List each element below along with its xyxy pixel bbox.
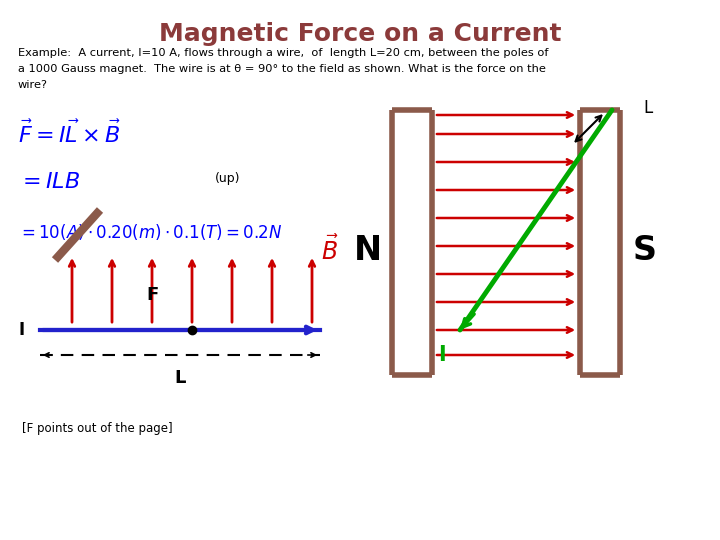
Text: wire?: wire? <box>18 80 48 90</box>
Text: L: L <box>174 369 186 387</box>
Text: $\vec{B}$: $\vec{B}$ <box>321 235 339 265</box>
Text: [F points out of the page]: [F points out of the page] <box>22 422 173 435</box>
Text: I: I <box>19 321 25 339</box>
Text: (up): (up) <box>215 172 240 185</box>
Text: $=10(A)\cdot0.20(m)\cdot0.1(T)=0.2N$: $=10(A)\cdot0.20(m)\cdot0.1(T)=0.2N$ <box>18 222 282 242</box>
Text: a 1000 Gauss magnet.  The wire is at θ = 90° to the field as shown. What is the : a 1000 Gauss magnet. The wire is at θ = … <box>18 64 546 74</box>
Text: L: L <box>644 99 652 117</box>
Text: Magnetic Force on a Current: Magnetic Force on a Current <box>158 22 562 46</box>
Text: F: F <box>146 286 158 304</box>
Text: Example:  A current, I=10 A, flows through a wire,  of  length L=20 cm, between : Example: A current, I=10 A, flows throug… <box>18 48 549 58</box>
Text: $\vec{F}=I\vec{L}\times\vec{B}$: $\vec{F}=I\vec{L}\times\vec{B}$ <box>18 120 121 147</box>
Text: N: N <box>354 233 382 267</box>
Text: S: S <box>633 233 657 267</box>
Text: $=ILB$: $=ILB$ <box>18 172 80 192</box>
Text: I: I <box>438 345 446 365</box>
